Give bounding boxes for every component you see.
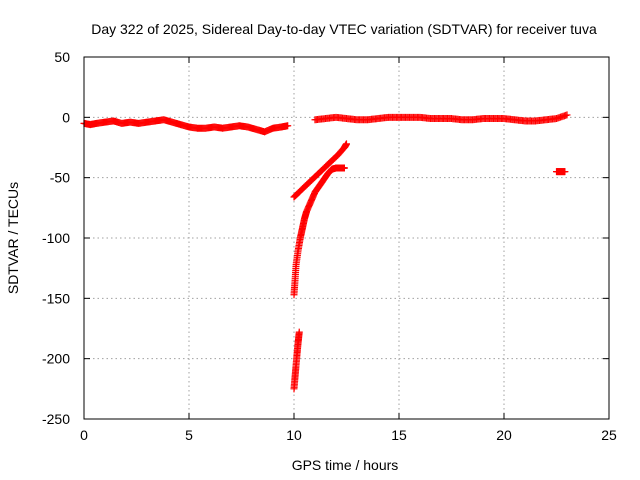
x-axis-label: GPS time / hours <box>292 457 399 473</box>
plot-frame <box>83 56 610 420</box>
data-point <box>295 328 303 336</box>
grid-lines <box>84 57 609 419</box>
data-point <box>340 164 348 172</box>
data-point <box>561 168 569 176</box>
x-tick-label: 10 <box>286 427 302 443</box>
data-point <box>343 140 350 148</box>
x-tick-label: 25 <box>601 427 617 443</box>
data-points <box>80 111 571 393</box>
y-axis-label: SDTVAR / TECUs <box>5 182 21 294</box>
chart-title: Day 322 of 2025, Sidereal Day-to-day VTE… <box>91 21 597 37</box>
data-point <box>563 111 571 119</box>
y-tick-label: -150 <box>42 290 70 306</box>
x-tick-label: 20 <box>496 427 512 443</box>
y-axis-ticks: 50 0 -50 -100 -150 -200 -250 <box>42 49 609 427</box>
y-tick-label: -250 <box>42 411 70 427</box>
y-tick-label: 0 <box>62 109 70 125</box>
x-tick-label: 15 <box>391 427 407 443</box>
x-tick-label: 0 <box>80 427 88 443</box>
y-tick-label: -200 <box>42 351 70 367</box>
x-tick-label: 5 <box>185 427 193 443</box>
y-tick-label: 50 <box>54 49 70 65</box>
y-tick-label: -50 <box>50 170 70 186</box>
x-axis-ticks: 0 5 10 15 20 25 <box>80 57 617 443</box>
y-tick-label: -100 <box>42 230 70 246</box>
data-point <box>284 122 292 130</box>
